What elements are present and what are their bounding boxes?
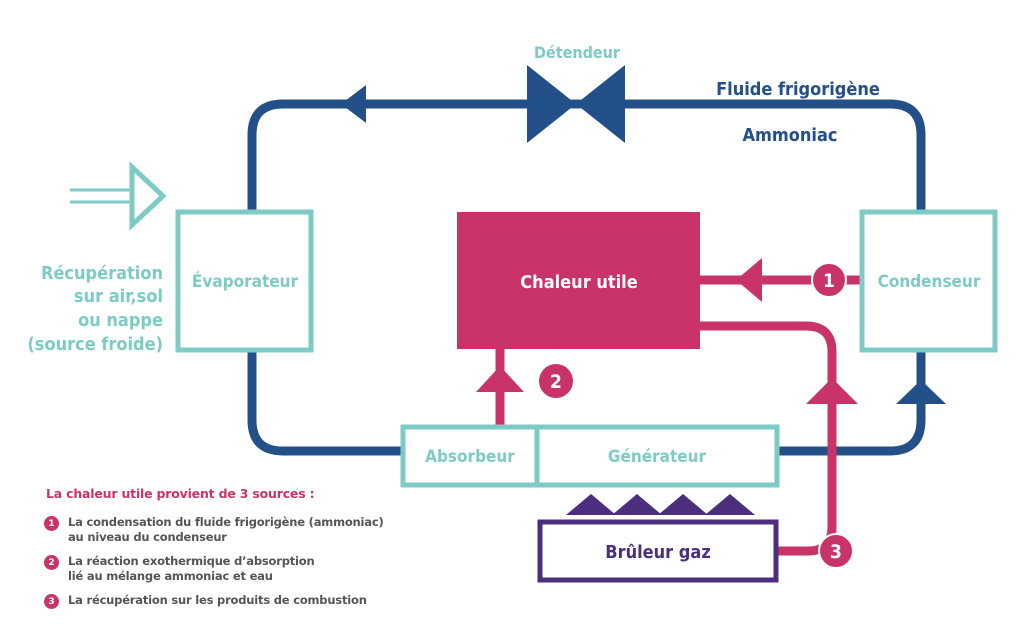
marker-2: 2 bbox=[539, 364, 573, 398]
legend-text-3-line-1: La récupération sur les produits de comb… bbox=[68, 593, 367, 607]
legend-item-2: 2 La réaction exothermique d’absorption … bbox=[44, 554, 464, 584]
flame-4-icon bbox=[705, 494, 755, 515]
condenseur-box bbox=[859, 209, 998, 353]
legend-text-2-line-2: lié au mélange ammoniac et eau bbox=[68, 569, 273, 583]
legend-text-1-line-1: La condensation du fluide frigorigène (a… bbox=[68, 515, 384, 529]
bruleur-box bbox=[537, 519, 779, 583]
legend-text-3: La récupération sur les produits de comb… bbox=[68, 593, 367, 608]
evaporateur-box bbox=[175, 209, 314, 353]
absorbeur-box bbox=[400, 424, 540, 488]
marker-1-label: 1 bbox=[823, 270, 835, 292]
marker-1: 1 bbox=[811, 262, 847, 298]
heat-arrow-left-icon bbox=[736, 258, 762, 302]
flow-arrow-left-icon bbox=[341, 85, 366, 123]
heat-line-combustion bbox=[700, 321, 837, 556]
legend-number-3: 3 bbox=[44, 594, 59, 609]
legend-item-1: 1 La condensation du fluide frigorigène … bbox=[44, 515, 464, 545]
expansion-valve-right-icon bbox=[576, 65, 625, 143]
condenseur-label: Condenseur bbox=[878, 272, 981, 292]
legend-text-1: La condensation du fluide frigorigène (a… bbox=[68, 515, 384, 545]
marker-2-label: 2 bbox=[550, 371, 562, 393]
refrigerant-loop-return bbox=[777, 352, 926, 456]
recuperation-line-4: (source froide) bbox=[27, 334, 163, 355]
ammoniac-label: Ammoniac bbox=[742, 125, 837, 146]
heat-arrow-up-absorber-icon bbox=[476, 366, 524, 392]
legend-number-2: 2 bbox=[44, 555, 59, 570]
bruleur-label: Brûleur gaz bbox=[605, 542, 711, 563]
recuperation-line-1: Récupération bbox=[41, 263, 163, 284]
legend-text-2-line-1: La réaction exothermique d’absorption bbox=[68, 554, 315, 568]
generateur-label: Générateur bbox=[608, 447, 707, 467]
heat-arrow-up-combustion-icon bbox=[806, 378, 858, 404]
evaporateur-label: Évaporateur bbox=[192, 270, 299, 292]
legend-text-1-line-2: au niveau du condenseur bbox=[68, 530, 227, 544]
marker-3-label: 3 bbox=[830, 541, 842, 563]
refrigerant-loop bbox=[247, 99, 926, 212]
marker-3: 3 bbox=[818, 533, 854, 569]
detendeur-label: Détendeur bbox=[534, 43, 621, 62]
incoming-arrow-head-icon bbox=[129, 161, 167, 231]
refrigerant-loop-bottom bbox=[247, 350, 405, 456]
absorbeur-label: Absorbeur bbox=[425, 447, 515, 467]
flame-3-icon bbox=[658, 494, 708, 515]
chaleur-utile-label: Chaleur utile bbox=[520, 272, 637, 293]
recuperation-line-2: sur air,sol bbox=[74, 286, 163, 307]
legend: La chaleur utile provient de 3 sources :… bbox=[44, 486, 464, 618]
flow-arrow-up-icon bbox=[896, 380, 946, 404]
chaleur-utile-box bbox=[457, 212, 700, 349]
fluide-label: Fluide frigorigène bbox=[716, 79, 880, 100]
legend-number-1: 1 bbox=[44, 516, 59, 531]
legend-text-2: La réaction exothermique d’absorption li… bbox=[68, 554, 315, 584]
generateur-box bbox=[534, 424, 780, 488]
flame-2-icon bbox=[612, 494, 662, 515]
recuperation-line-3: ou nappe bbox=[78, 310, 163, 331]
expansion-valve-left-icon bbox=[527, 65, 576, 143]
legend-item-3: 3 La récupération sur les produits de co… bbox=[44, 593, 464, 609]
flame-1-icon bbox=[566, 494, 616, 515]
legend-title: La chaleur utile provient de 3 sources : bbox=[46, 486, 315, 501]
